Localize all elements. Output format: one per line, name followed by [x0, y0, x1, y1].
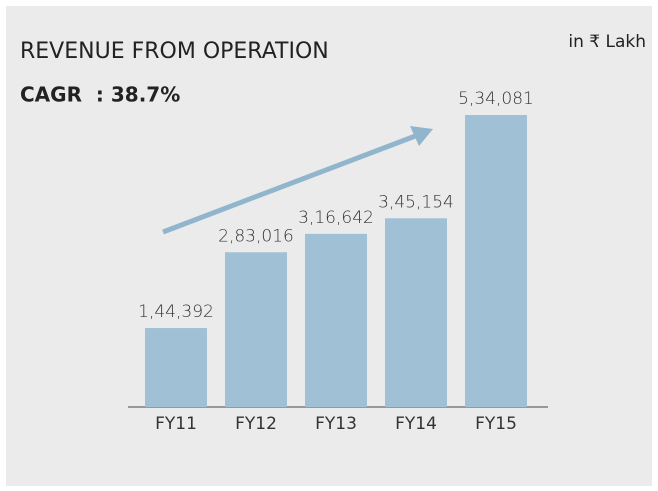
- x-tick-label: FY12: [235, 414, 277, 434]
- x-tick-label: FY14: [395, 414, 437, 434]
- bar: [225, 252, 287, 407]
- value-label: 2,83,016: [218, 226, 294, 246]
- value-label: 5,34,081: [458, 89, 534, 109]
- chart-title: REVENUE FROM OPERATION: [20, 39, 329, 64]
- x-tick-label: FY15: [475, 414, 517, 434]
- bar: [385, 218, 447, 407]
- bar: [305, 233, 367, 407]
- value-label: 3,45,154: [378, 192, 454, 212]
- bar: [145, 328, 207, 407]
- value-label: 1,44,392: [138, 302, 214, 322]
- x-tick-label: FY13: [315, 414, 357, 434]
- unit-note: in ₹ Lakh: [568, 32, 646, 52]
- chart-subtitle: CAGR : 38.7%: [20, 83, 180, 107]
- value-label: 3,16,642: [298, 208, 374, 228]
- bar: [465, 115, 527, 407]
- x-tick-label: FY11: [155, 414, 197, 434]
- trend-arrow: [162, 132, 419, 235]
- trend-arrow-head: [410, 126, 433, 146]
